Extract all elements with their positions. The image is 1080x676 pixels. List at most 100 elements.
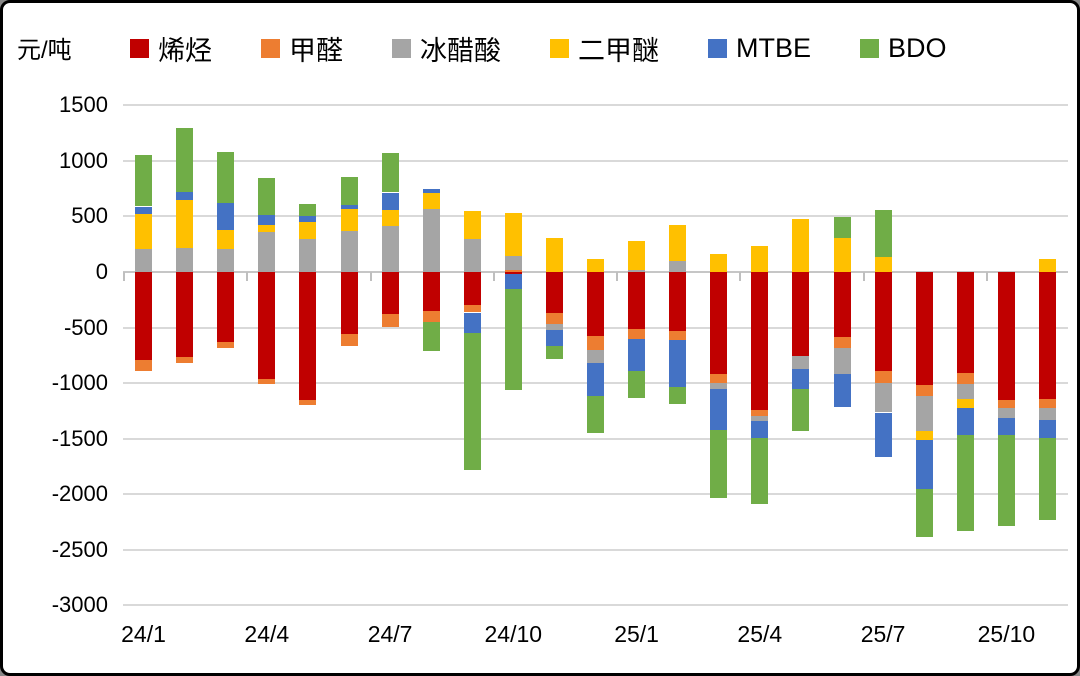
bar-segment-BDO [915, 488, 933, 537]
bar-segment-二甲醚 [956, 398, 974, 409]
y-axis-tick-label: -1500 [51, 425, 108, 451]
bar-segment-BDO [217, 151, 235, 204]
bar-segment-MTBE [381, 192, 399, 211]
bar-segment-二甲醚 [545, 237, 563, 272]
bar-segment-MTBE [545, 329, 563, 346]
bar-segment-冰醋酸 [751, 415, 769, 421]
bar-segment-甲醛 [217, 342, 235, 348]
legend-label: 二甲醚 [578, 36, 659, 66]
legend-swatch-icon [550, 39, 569, 58]
bar-segment-甲醛 [874, 370, 892, 384]
bar-segment-烯烃 [956, 272, 974, 373]
bar-segment-MTBE [217, 203, 235, 231]
bar-segment-冰醋酸 [997, 407, 1015, 419]
bar-segment-BDO [135, 154, 152, 207]
axis-tick-mark [492, 272, 495, 281]
bar-segment-烯烃 [833, 272, 851, 337]
bar-segment-烯烃 [299, 272, 317, 400]
bar-segment-BDO [874, 210, 892, 257]
bar-segment-MTBE [956, 408, 974, 436]
y-axis-tick-label: -3000 [51, 592, 108, 618]
bar-segment-甲醛 [381, 313, 399, 327]
x-axis-tick-label: 24/1 [121, 621, 166, 647]
bar-segment-MTBE [792, 368, 810, 389]
bar-segment-甲醛 [628, 328, 646, 339]
bar-segment-二甲醚 [1039, 258, 1056, 272]
gridline [123, 493, 1068, 496]
bar-segment-冰醋酸 [1039, 408, 1056, 420]
bar-segment-冰醋酸 [463, 239, 481, 272]
bar-segment-BDO [422, 322, 440, 351]
axis-tick-mark [739, 272, 742, 281]
bar-segment-BDO [792, 388, 810, 432]
x-axis-tick-label: 25/4 [737, 621, 783, 647]
bar-segment-冰醋酸 [956, 384, 974, 399]
axis-tick-mark [246, 272, 249, 281]
bar-segment-甲醛 [751, 409, 769, 416]
bar-segment-甲醛 [135, 359, 152, 371]
legend-label: BDO [888, 33, 947, 63]
bar-segment-烯烃 [628, 272, 646, 329]
bar-segment-二甲醚 [299, 222, 317, 239]
bar-segment-冰醋酸 [258, 232, 276, 272]
plot-area: 1500 1000 500 0 -500 -1000 -1500 -2000 -2500 -300… [3, 3, 1077, 673]
bar-segment-烯烃 [217, 272, 235, 342]
y-axis-tick-label: -500 [63, 314, 108, 340]
bar-segment-烯烃 [422, 272, 440, 311]
x-axis-tick-label: 25/7 [860, 621, 906, 647]
bar-segment-甲醛 [997, 399, 1015, 408]
bar-segment-甲醛 [833, 337, 851, 348]
bar-segment-二甲醚 [669, 225, 687, 261]
x-axis-tick-label: 25/10 [977, 621, 1036, 647]
bar-segment-MTBE [340, 204, 358, 210]
axis-tick-mark [369, 272, 372, 281]
bar-segment-烯烃 [587, 272, 604, 337]
bar-segment-烯烃 [258, 272, 276, 379]
bar-segment-MTBE [463, 312, 481, 333]
bar-segment-二甲醚 [176, 199, 194, 248]
bar-segment-MTBE [874, 412, 892, 457]
bar-segment-冰醋酸 [710, 383, 728, 389]
bar-segment-BDO [299, 203, 317, 216]
legend-swatch-icon [392, 39, 411, 58]
bar-segment-甲醛 [1039, 399, 1056, 409]
gridline [123, 215, 1068, 218]
bar-segment-烯烃 [874, 272, 892, 371]
bar-segment-二甲醚 [792, 218, 810, 272]
legend-swatch-icon [261, 39, 280, 58]
bar-segment-甲醛 [545, 313, 563, 324]
gridline [123, 437, 1068, 440]
legend-label: 冰醋酸 [420, 36, 501, 66]
bar-segment-BDO [545, 345, 563, 359]
bar-segment-烯烃 [1039, 272, 1056, 400]
bar-segment-二甲醚 [915, 431, 933, 441]
bar-segment-冰醋酸 [217, 249, 235, 272]
bar-segment-烯烃 [504, 272, 522, 274]
legend-label: MTBE [736, 33, 812, 63]
bar-segment-MTBE [1039, 419, 1056, 439]
bar-segment-BDO [340, 176, 358, 205]
bar-segment-BDO [751, 438, 769, 505]
bar-segment-冰醋酸 [135, 248, 152, 272]
bar-segment-甲醛 [176, 357, 194, 364]
bar-segment-MTBE [422, 188, 440, 193]
bar-segment-BDO [587, 396, 604, 434]
bar-segment-二甲醚 [874, 257, 892, 272]
bar-segment-二甲醚 [504, 213, 522, 257]
bar-segment-甲醛 [669, 330, 687, 341]
bar-segment-冰醋酸 [340, 230, 358, 272]
bar-segment-烯烃 [135, 272, 152, 360]
legend-swatch-icon [708, 39, 727, 58]
legend-label: 烯烃 [158, 36, 212, 66]
bar-segment-BDO [956, 435, 974, 531]
bar-segment-MTBE [710, 388, 728, 431]
bar-segment-甲醛 [587, 336, 604, 350]
axis-tick-mark [862, 272, 865, 281]
bar-segment-MTBE [915, 440, 933, 489]
y-axis-tick-label: 0 [95, 259, 108, 284]
y-axis-tick-label: -2500 [51, 536, 108, 562]
bar-segment-冰醋酸 [833, 347, 851, 375]
bar-segment-MTBE [833, 374, 851, 407]
bar-segment-二甲醚 [217, 230, 235, 250]
legend-swatch-icon [130, 39, 149, 58]
